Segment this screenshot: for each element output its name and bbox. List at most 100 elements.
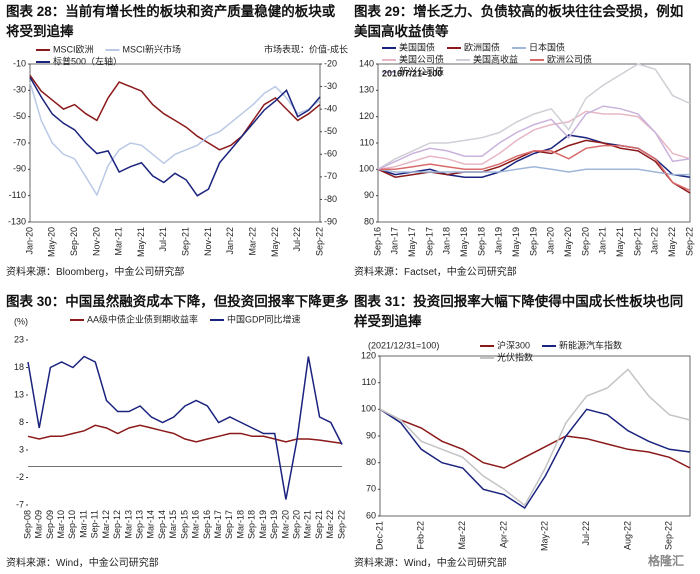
x-tick-label: Sep-16	[372, 227, 382, 256]
y-tick-label: 90	[366, 430, 376, 440]
legend-label: 新兴公司债	[399, 65, 444, 76]
y-tick-label: 80	[366, 457, 376, 467]
x-tick-label: May-19	[511, 227, 521, 257]
x-tick-label: Mar-18	[235, 510, 245, 539]
x-tick-label: Mar-21	[303, 510, 313, 539]
y-tick-label: -70	[13, 137, 26, 147]
x-tick-label: Sep-22	[664, 521, 674, 550]
x-tick-label: May-22	[270, 227, 280, 257]
x-tick-label: Sep-17	[424, 227, 434, 256]
y2-tick-label: -30	[324, 81, 337, 91]
x-tick-label: Jan-22	[225, 227, 235, 255]
y-tick-label: -110	[9, 190, 26, 200]
x-tick-label: Sep-18	[247, 510, 257, 539]
series-line	[377, 134, 691, 178]
chart-title: 图表 31：投资回报率大幅下降使得中国成长性板块也同样受到追捧	[354, 294, 684, 329]
series-line	[29, 81, 321, 197]
x-tick-label: May-20	[47, 227, 57, 257]
x-tick-label: Mar-10	[56, 510, 66, 539]
y-tick-label: 100	[361, 404, 376, 414]
legend-label: AA级中债企业债到期收益率	[87, 313, 198, 324]
x-tick-label: Sep-09	[45, 510, 55, 539]
x-tick-label: Jan-20	[546, 227, 556, 255]
y-tick-label: 110	[362, 377, 376, 387]
y-tick-label: 80	[364, 216, 374, 226]
y-tick-label: -30	[13, 85, 26, 95]
y-tick-label: 90	[364, 190, 374, 200]
x-tick-label: Mar-15	[168, 510, 178, 539]
y-tick-label: 3	[19, 444, 24, 454]
x-tick-label: Mar-11	[78, 510, 88, 538]
y-tick-label: -130	[8, 216, 26, 226]
x-tick-label: Jul-21	[158, 227, 168, 252]
series-line	[29, 76, 321, 197]
series-line	[377, 165, 690, 176]
series-line	[377, 63, 691, 170]
y-tick-label: 140	[359, 58, 374, 68]
x-tick-label: Nov-21	[203, 227, 213, 256]
legend-label: 沪深300	[497, 339, 530, 350]
y2-tick-label: -50	[324, 126, 337, 136]
annotation: 2016/7/21=100	[382, 68, 442, 78]
series-line	[377, 105, 691, 170]
y-tick-label: 8	[19, 417, 24, 427]
series-line	[29, 74, 321, 151]
legend-label: 光伏指数	[497, 351, 533, 362]
x-tick-label: Sep-10	[67, 510, 77, 539]
x-tick-label: Mar-19	[258, 510, 268, 539]
y-tick-label: -90	[13, 164, 26, 174]
y-tick-label: -2	[16, 472, 24, 482]
x-tick-label: Sep-19	[528, 227, 538, 256]
legend-label: 日本国债	[529, 41, 565, 52]
y2-tick-label: -20	[324, 58, 337, 68]
y-tick-label: 60	[366, 510, 376, 520]
x-tick-label: Sep-22	[336, 510, 346, 539]
x-tick-label: Jan-19	[494, 227, 504, 255]
x-tick-label: May-18	[459, 227, 469, 257]
legend-label: MSCI新兴市场	[123, 43, 182, 54]
x-tick-label: Sep-17	[224, 510, 234, 539]
x-tick-label: Sep-18	[476, 227, 486, 256]
x-tick-label: Apr-22	[498, 521, 508, 548]
x-tick-label: Mar-22	[247, 227, 257, 256]
annotation: (2021/12/31=100)	[368, 340, 439, 350]
y-tick-label: 110	[360, 137, 374, 147]
source: 资料来源：Bloomberg，中金公司研究部	[6, 267, 185, 278]
legend-label: 中国GDP同比增速	[227, 313, 301, 324]
legend-label: 新能源汽车指数	[559, 339, 622, 350]
annotation: (%)	[14, 316, 28, 326]
x-tick-label: Sep-15	[179, 510, 189, 539]
x-tick-label: Sep-11	[90, 510, 100, 538]
x-tick-label: Jan-18	[442, 227, 452, 255]
y-tick-label: -10	[13, 58, 26, 68]
x-tick-label: Feb-22	[416, 521, 426, 550]
x-tick-label: Jan-21	[598, 227, 608, 255]
legend-label: 欧洲国债	[464, 41, 500, 52]
legend-label: 美国高收益	[473, 53, 518, 64]
annotation: 市场表现：价值-成长	[264, 43, 348, 54]
x-tick-label: Sep-08	[22, 510, 32, 539]
x-tick-label: Mar-17	[213, 510, 223, 539]
chart-title: 图表 28：当前有增长性的板块和资产质量稳健的板块或将受到追捧	[6, 4, 336, 39]
x-tick-label: Sep-22	[684, 227, 694, 256]
y2-tick-label: -40	[324, 104, 337, 114]
x-tick-label: Sep-20	[69, 227, 79, 256]
x-tick-label: Mar-16	[191, 510, 201, 539]
x-tick-label: Jan-17	[390, 227, 400, 255]
x-tick-label: Mar-22	[457, 521, 467, 550]
source: 资料来源：Wind，中金公司研究部	[6, 558, 159, 569]
series-line	[379, 368, 691, 507]
x-tick-label: Sep-20	[292, 510, 302, 539]
x-tick-label: Mar-13	[123, 510, 133, 539]
x-tick-label: Mar-21	[114, 227, 124, 256]
x-tick-label: Mar-14	[146, 510, 156, 539]
x-tick-label: May-20	[563, 227, 573, 257]
chart-title: 图表 30：中国虽然融资成本下降，但投资回报率下降更多	[6, 294, 349, 309]
legend-label: 欧洲公司债	[547, 53, 592, 64]
y-tick-label: 18	[14, 362, 24, 372]
x-tick-label: Sep-20	[580, 227, 590, 256]
y-tick-label: 120	[361, 350, 376, 360]
y2-tick-label: -90	[324, 216, 337, 226]
x-tick-label: Jan-22	[650, 227, 660, 255]
